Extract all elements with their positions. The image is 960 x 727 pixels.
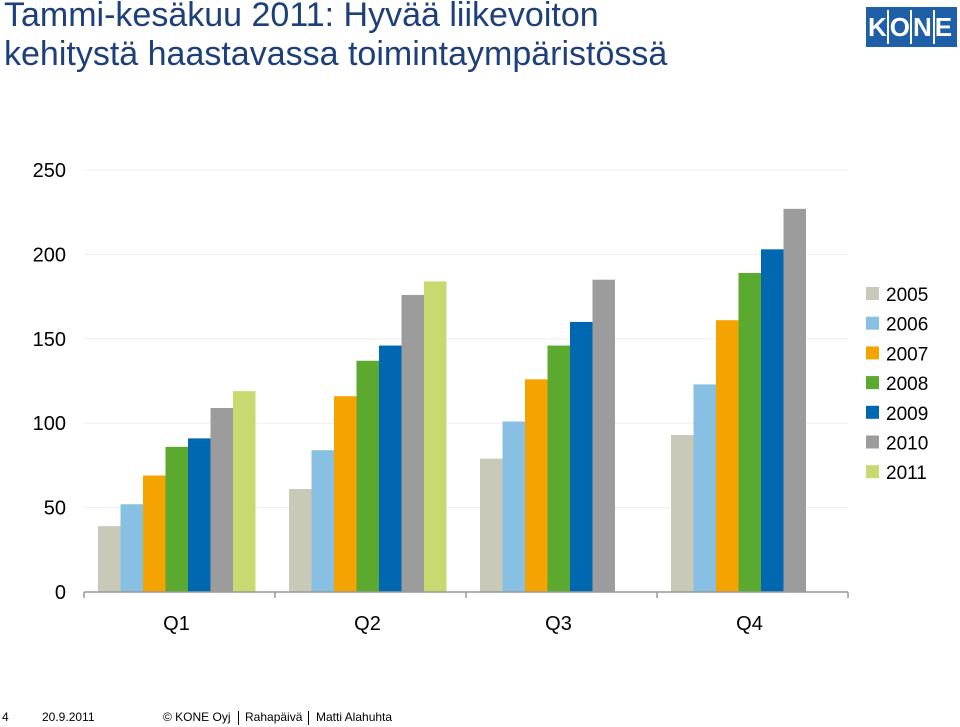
bar-2009-Q4 bbox=[761, 249, 784, 592]
y-tick-label: 250 bbox=[33, 160, 66, 182]
bar-2008-Q4 bbox=[738, 272, 761, 592]
bar-2010-Q2 bbox=[401, 294, 424, 592]
footer-event: Rahapäivä bbox=[245, 710, 303, 724]
bar-2006-Q1 bbox=[120, 504, 143, 592]
legend-label: 2011 bbox=[886, 463, 927, 484]
x-tick-label: Q4 bbox=[736, 613, 763, 635]
x-tick-label: Q1 bbox=[163, 613, 190, 635]
legend-swatch-2010 bbox=[866, 435, 879, 449]
x-axis bbox=[83, 591, 849, 598]
footer-date: 20.9.2011 bbox=[42, 710, 95, 724]
bar-2009-Q3 bbox=[570, 321, 593, 592]
legend-label: 2010 bbox=[886, 434, 928, 455]
x-tick-label: Q3 bbox=[545, 613, 572, 635]
bar-2008-Q2 bbox=[356, 360, 379, 592]
footer: 4 20.9.2011 © KONE Oyj Rahapäivä Matti A… bbox=[0, 708, 960, 727]
legend: 2005 2006 2007 2008 2009 2010 2011 bbox=[866, 285, 928, 484]
bar-2010-Q3 bbox=[592, 279, 615, 592]
bar-2005-Q2 bbox=[289, 489, 312, 592]
y-tick-label: 100 bbox=[33, 413, 66, 435]
bar-2005-Q3 bbox=[480, 458, 503, 592]
legend-label: 2008 bbox=[886, 374, 928, 395]
bar-2008-Q1 bbox=[165, 446, 188, 592]
kone-logo: KONE bbox=[866, 7, 957, 47]
slide-title: Tammi-kesäkuu 2011: Hyvää liikevoiton ke… bbox=[4, 0, 844, 74]
bar-2005-Q4 bbox=[671, 435, 694, 592]
bar-2008-Q3 bbox=[547, 345, 570, 592]
footer-separator bbox=[238, 711, 239, 725]
legend-swatch-2006 bbox=[866, 316, 879, 330]
bar-2009-Q2 bbox=[379, 345, 402, 592]
y-tick-label: 150 bbox=[33, 329, 66, 351]
legend-label: 2007 bbox=[886, 344, 928, 365]
bar-2006-Q3 bbox=[502, 421, 525, 592]
y-tick-label: 50 bbox=[44, 498, 66, 520]
legend-label: 2006 bbox=[886, 315, 928, 336]
bar-2007-Q1 bbox=[143, 475, 166, 592]
bar-2006-Q4 bbox=[693, 384, 716, 592]
page-number: 4 bbox=[2, 710, 9, 724]
legend-swatch-2007 bbox=[866, 346, 879, 360]
slide-title-line-2: kehitystä haastavassa toimintaympäristös… bbox=[4, 35, 668, 73]
y-tick-labels: 0 50 100 150 200 250 bbox=[33, 160, 66, 604]
footer-presenter: Matti Alahuhta bbox=[316, 710, 393, 724]
bars bbox=[98, 208, 806, 592]
slide-title-line-1: Tammi-kesäkuu 2011: Hyvää liikevoiton bbox=[4, 0, 599, 34]
legend-swatch-2008 bbox=[866, 376, 879, 390]
bar-2007-Q2 bbox=[334, 396, 357, 592]
bar-2007-Q3 bbox=[525, 379, 548, 592]
bar-2011-Q2 bbox=[424, 281, 447, 592]
legend-label: 2009 bbox=[886, 404, 928, 425]
footer-separator bbox=[308, 711, 309, 725]
footer-copyright: © KONE Oyj bbox=[163, 710, 231, 724]
x-tick-label: Q2 bbox=[354, 613, 381, 635]
bar-2011-Q1 bbox=[233, 391, 256, 592]
bar-2007-Q4 bbox=[716, 320, 739, 592]
bar-2010-Q4 bbox=[783, 208, 806, 592]
y-tick-label: 200 bbox=[33, 244, 66, 266]
legend-swatch-2011 bbox=[866, 465, 879, 479]
legend-swatch-2009 bbox=[866, 405, 879, 419]
bar-2010-Q1 bbox=[210, 408, 233, 592]
legend-swatch-2005 bbox=[866, 287, 879, 300]
bar-2005-Q1 bbox=[98, 526, 121, 592]
bar-2009-Q1 bbox=[188, 438, 211, 592]
legend-label: 2005 bbox=[886, 285, 928, 306]
bar-2006-Q2 bbox=[311, 450, 334, 592]
y-tick-label: 0 bbox=[55, 582, 66, 604]
x-tick-labels: Q1 Q2 Q3 Q4 bbox=[163, 613, 763, 635]
